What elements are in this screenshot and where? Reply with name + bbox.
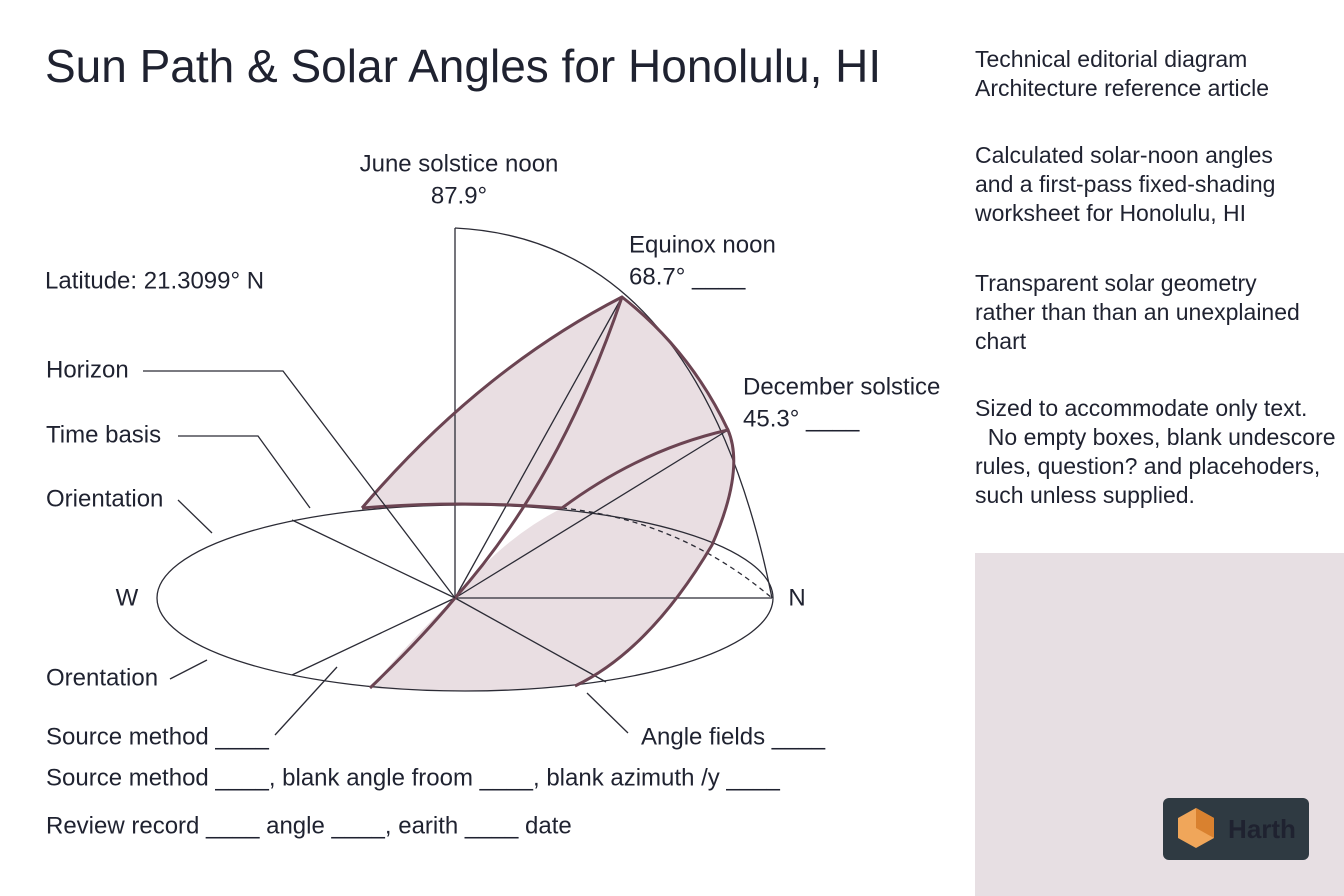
sun-path-outline	[368, 296, 624, 690]
december-label: December solstice	[743, 373, 940, 400]
sidebar-text: Calculated solar-noon angles	[975, 142, 1273, 168]
title: Sun Path & Solar Angles for Honolulu, HI	[45, 40, 881, 92]
leader-line	[169, 659, 208, 680]
compass-label: N	[788, 584, 805, 611]
azimuth-line	[454, 597, 607, 683]
logo-text: Harth	[1228, 814, 1296, 844]
leader-label: Horizon	[46, 356, 129, 383]
sidebar-text: Transparent solar geometry	[975, 270, 1257, 296]
leader-label: Orentation	[46, 664, 158, 691]
sun-path-outline	[361, 502, 563, 510]
december-angle: 45.3° ____	[743, 405, 860, 432]
june-angle: 87.9°	[431, 182, 487, 209]
sun-band	[362, 297, 734, 692]
logo	[1163, 798, 1309, 860]
leader-label: Source method ____	[46, 723, 269, 750]
sun-path-outline	[561, 428, 736, 688]
leader-label: Orientation	[46, 485, 163, 512]
equinox-ray	[454, 296, 623, 599]
sidebar-text: chart	[975, 328, 1027, 354]
note: Source method ____, blank angle froom __…	[46, 764, 780, 791]
leader-line	[143, 370, 456, 599]
leader-line	[586, 692, 629, 734]
azimuth-line	[291, 597, 456, 676]
leader-label: Angle fields ____	[641, 723, 826, 750]
leader-line	[274, 666, 338, 736]
leader-line	[178, 435, 311, 509]
leader-line	[177, 499, 213, 534]
sidebar-text: Architecture reference article	[975, 75, 1269, 101]
sun-path-diagram	[143, 227, 774, 736]
leader-label: Time basis	[46, 421, 161, 448]
sidebar-text: rules, question? and placehoders,	[975, 453, 1320, 479]
sidebar-text: such unless supplied.	[975, 482, 1195, 508]
azimuth-line	[291, 519, 456, 599]
june-label: June solstice noon	[360, 150, 559, 177]
logo-icon	[1196, 808, 1214, 838]
sidebar-text: No empty boxes, blank undescore	[975, 424, 1336, 450]
latitude: Latitude: 21.3099° N	[45, 267, 264, 294]
note: Review record ____ angle ____, earith __…	[46, 812, 572, 839]
compass-label: W	[116, 584, 139, 611]
december-ray	[454, 429, 729, 599]
back-arc	[561, 507, 773, 599]
sun-path-outline	[360, 295, 730, 509]
equinox-label: Equinox noon	[629, 231, 776, 258]
sidebar-text: and a first-pass fixed-shading	[975, 171, 1275, 197]
sidebar-text: worksheet for Honolulu, HI	[974, 200, 1246, 226]
sidebar-text: rather than than an unexplained	[975, 299, 1300, 325]
sidebar-text: Sized to accommodate only text.	[975, 395, 1307, 421]
equinox-angle: 68.7° ____	[629, 263, 746, 290]
sidebar-text: Technical editorial diagram	[975, 46, 1247, 72]
